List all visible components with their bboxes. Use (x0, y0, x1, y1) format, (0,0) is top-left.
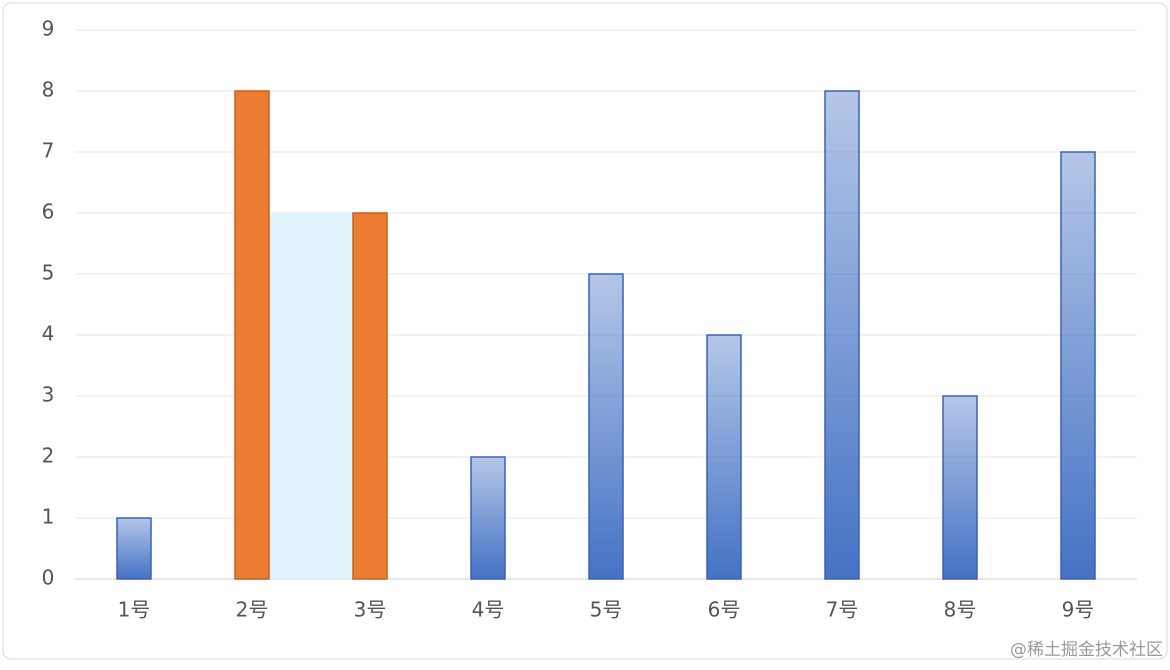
y-tick-label: 8 (42, 78, 55, 102)
bar (234, 90, 270, 580)
bar (942, 395, 978, 580)
y-tick-label: 0 (42, 566, 55, 590)
bar (824, 90, 860, 580)
x-tick-label: 4号 (472, 598, 505, 622)
y-tick-label: 5 (42, 261, 55, 285)
y-tick-label: 1 (42, 505, 55, 529)
bar (470, 456, 506, 580)
watermark: @稀土掘金技术社区 (1010, 640, 1163, 660)
x-tick-label: 8号 (944, 598, 977, 622)
bar (116, 517, 152, 580)
x-tick-label: 5号 (590, 598, 623, 622)
bar (1060, 151, 1096, 580)
x-tick-label: 2号 (236, 598, 269, 622)
bar (352, 212, 388, 580)
x-tick-label: 7号 (826, 598, 859, 622)
y-tick-label: 7 (42, 139, 55, 163)
frame (2, 2, 1168, 660)
x-tick-label: 6号 (708, 598, 741, 622)
y-tick-label: 9 (42, 17, 55, 41)
y-tick-label: 6 (42, 200, 55, 224)
y-tick-label: 3 (42, 383, 55, 407)
y-tick-label: 2 (42, 444, 55, 468)
bar (706, 334, 742, 580)
x-tick-label: 9号 (1062, 598, 1095, 622)
x-tick-label: 1号 (118, 598, 151, 622)
x-tick-label: 3号 (354, 598, 387, 622)
bar (588, 273, 624, 580)
highlight-band (269, 213, 353, 579)
y-tick-label: 4 (42, 322, 55, 346)
